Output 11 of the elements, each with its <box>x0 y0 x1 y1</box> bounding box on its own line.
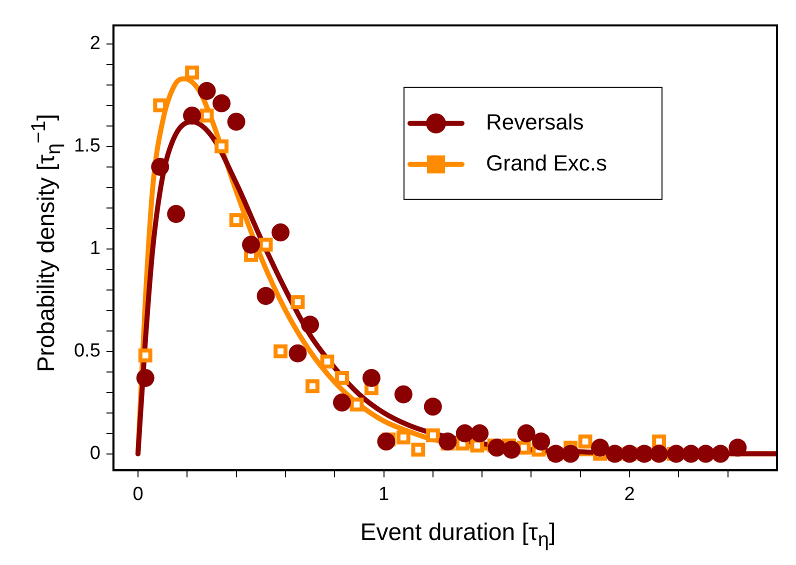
y-tick-label: 1 <box>90 238 100 260</box>
legend-label: Reversals <box>486 109 584 134</box>
y-tick-label: 0.5 <box>74 340 100 362</box>
legend-label: Grand Exc.s <box>486 150 608 176</box>
x-tick-label: 1 <box>378 484 390 505</box>
x-tick-label: 0 <box>132 484 144 505</box>
y-tick-label: 0 <box>90 443 100 464</box>
y-tick-label: 2 <box>90 33 100 54</box>
y-tick-label: 1.5 <box>74 136 100 157</box>
x-tick-label: 2 <box>624 484 635 505</box>
x-axis-title: Event duration [τ$_{η}$] <box>359 519 557 552</box>
